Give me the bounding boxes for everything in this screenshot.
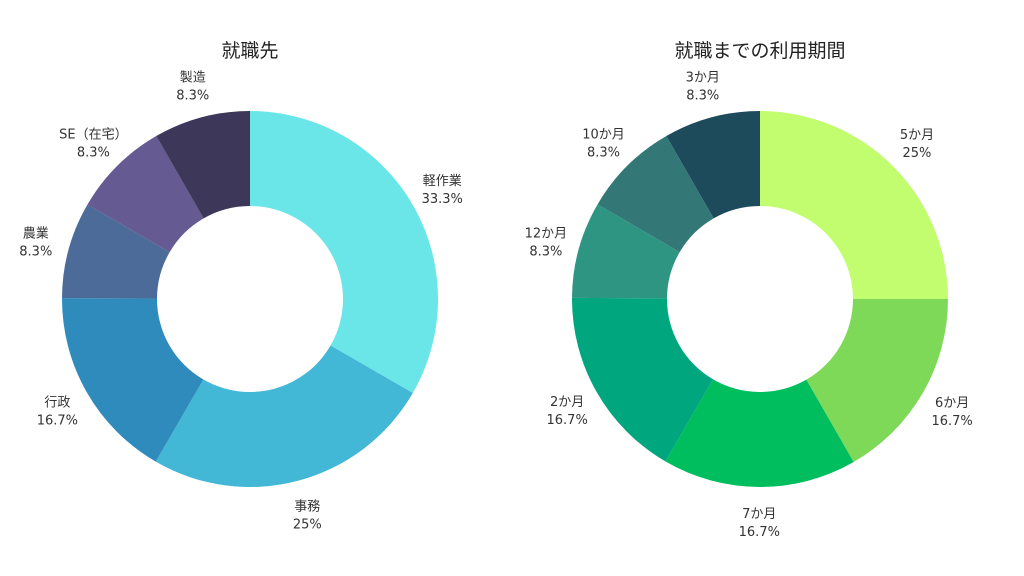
chart-title: 就職までの利用期間 xyxy=(674,40,845,62)
slice-percent-label: 25% xyxy=(293,517,322,532)
donut-slice xyxy=(760,111,948,299)
slice-category-label: 10か月 xyxy=(582,128,625,143)
chart-employment-destination: 就職先 軽作業 33.3% 事務 25% 行政 16.7% 農業 8.3% SE（在宅） 8.3%… xyxy=(19,40,463,532)
slice-category-label: 事務 xyxy=(294,499,320,514)
slice-category-label: 5か月 xyxy=(900,128,934,143)
slice-percent-label: 16.7% xyxy=(931,414,972,429)
donut-slice xyxy=(62,298,204,462)
donut-slice xyxy=(62,204,170,299)
slice-category-label: SE（在宅） xyxy=(59,128,127,143)
chart-usage-period: 就職までの利用期間 5か月 25% 6か月 16.7% 7か月 16.7% 2か月 16.7%… xyxy=(525,40,973,540)
donut-slice xyxy=(250,111,438,393)
slice-percent-label: 8.3% xyxy=(529,244,562,259)
slice-category-label: 3か月 xyxy=(686,71,720,86)
slice-percent-label: 16.7% xyxy=(37,413,78,428)
chart-title: 就職先 xyxy=(221,40,278,62)
slice-percent-label: 8.3% xyxy=(176,89,209,104)
donut-slice xyxy=(806,299,948,463)
slice-percent-label: 8.3% xyxy=(686,89,719,104)
donut-slice xyxy=(155,345,413,487)
donut-slice xyxy=(572,297,714,462)
donut-slice xyxy=(156,111,250,219)
slice-percent-label: 16.7% xyxy=(739,525,780,540)
donut-slice xyxy=(665,379,854,487)
slice-percent-label: 33.3% xyxy=(422,192,463,207)
donut-slice xyxy=(666,111,760,219)
slice-category-label: 製造 xyxy=(180,71,206,86)
slice-category-label: 農業 xyxy=(23,226,49,242)
slice-percent-label: 8.3% xyxy=(19,245,52,260)
slice-category-label: 2か月 xyxy=(550,395,584,410)
slice-percent-label: 25% xyxy=(903,146,932,161)
slice-percent-label: 8.3% xyxy=(77,146,110,161)
slice-percent-label: 16.7% xyxy=(547,413,588,428)
slice-category-label: 6か月 xyxy=(935,396,969,411)
slice-category-label: 行政 xyxy=(44,395,70,410)
donut-slice xyxy=(597,135,714,253)
slice-category-label: 軽作業 xyxy=(423,173,462,189)
slice-percent-label: 8.3% xyxy=(587,146,620,161)
donut-slice xyxy=(87,136,204,253)
slice-category-label: 7か月 xyxy=(742,507,776,522)
slice-category-label: 12か月 xyxy=(525,226,568,241)
donut-slice xyxy=(572,204,680,299)
